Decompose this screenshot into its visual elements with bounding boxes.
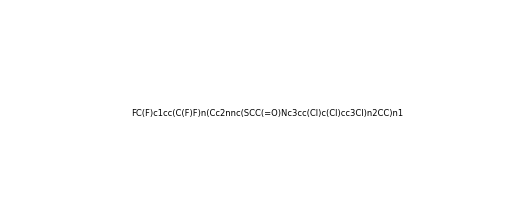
Text: FC(F)c1cc(C(F)F)n(Cc2nnc(SCC(=O)Nc3cc(Cl)c(Cl)cc3Cl)n2CC)n1: FC(F)c1cc(C(F)F)n(Cc2nnc(SCC(=O)Nc3cc(Cl… bbox=[132, 109, 404, 118]
